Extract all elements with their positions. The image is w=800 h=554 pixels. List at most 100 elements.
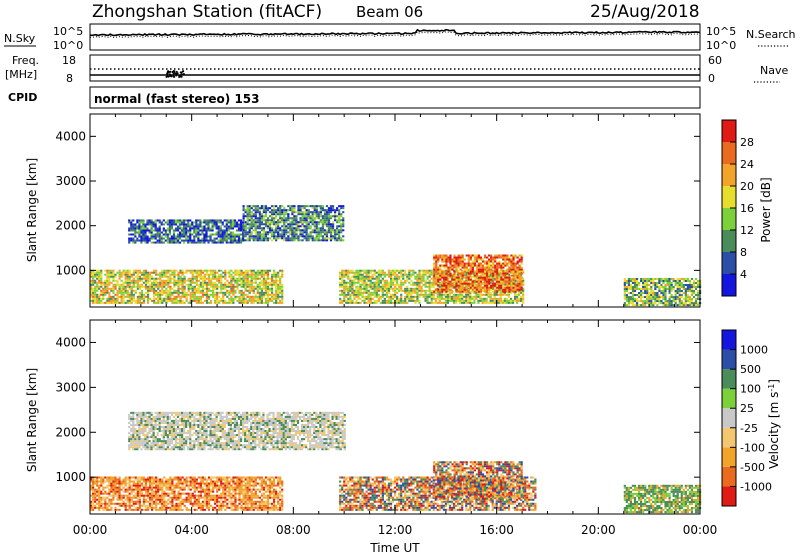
data-cell — [305, 237, 308, 240]
data-cell — [483, 260, 487, 263]
data-cell — [353, 289, 356, 292]
data-cell — [258, 211, 261, 214]
data-cell — [144, 273, 148, 276]
data-cell — [512, 278, 515, 281]
data-cell — [140, 221, 143, 224]
data-cell — [250, 215, 253, 218]
data-cell — [375, 301, 378, 304]
data-cell — [136, 225, 139, 228]
data-cell — [193, 285, 196, 288]
data-cell — [279, 213, 282, 216]
data-cell — [299, 205, 302, 208]
data-cell — [678, 292, 681, 295]
data-cell — [195, 227, 198, 230]
data-cell — [515, 297, 519, 300]
data-cell — [252, 215, 255, 218]
data-cell — [277, 221, 280, 224]
data-cell — [228, 281, 231, 284]
data-cell — [176, 239, 180, 242]
data-cell — [239, 221, 243, 224]
data-cell — [161, 281, 164, 284]
data-cell — [211, 221, 214, 224]
data-cell — [289, 225, 292, 228]
data-cell — [506, 254, 509, 257]
data-cell — [426, 301, 429, 304]
data-cell — [688, 298, 692, 301]
data-cell — [457, 262, 460, 265]
data-cell — [171, 299, 174, 302]
data-cell — [108, 301, 111, 304]
data-cell — [666, 283, 669, 287]
data-cell — [441, 258, 444, 261]
data-cell — [102, 291, 105, 294]
data-cell — [285, 233, 288, 236]
data-cell — [94, 275, 97, 278]
data-cell — [396, 291, 399, 294]
data-cell — [96, 299, 99, 302]
data-cell — [514, 254, 517, 257]
data-cell — [238, 291, 241, 294]
data-cell — [440, 297, 443, 300]
data-cell — [666, 300, 669, 303]
data-cell — [452, 283, 456, 286]
data-cell — [165, 269, 168, 272]
data-cell — [448, 269, 452, 272]
data-cell — [197, 295, 200, 298]
data-cell — [498, 278, 501, 281]
data-cell — [516, 282, 519, 285]
data-cell — [365, 271, 368, 274]
data-cell — [461, 297, 464, 300]
data-cell — [90, 279, 93, 282]
data-cell — [627, 298, 631, 301]
data-cell — [674, 279, 677, 282]
data-cell — [132, 293, 135, 296]
data-cell — [150, 221, 153, 224]
data-cell — [406, 273, 409, 276]
data-cell — [153, 285, 156, 288]
data-cell — [237, 219, 241, 222]
data-cell — [510, 258, 513, 261]
data-cell — [377, 283, 380, 286]
data-cell — [146, 293, 150, 296]
data-cell — [353, 273, 356, 276]
data-cell — [233, 233, 237, 236]
data-cell — [353, 297, 356, 300]
data-cell — [457, 284, 460, 287]
data-cell — [207, 287, 211, 290]
data-cell — [363, 269, 366, 272]
data-cell — [236, 299, 239, 302]
data-cell — [342, 207, 345, 210]
data-cell — [477, 291, 480, 294]
data-cell — [205, 223, 208, 226]
data-cell — [100, 480, 103, 483]
data-cell — [371, 297, 374, 300]
data-cell — [130, 295, 133, 298]
data-cell — [170, 223, 174, 226]
data-cell — [179, 301, 182, 304]
data-cell — [168, 237, 171, 240]
data-cell — [144, 295, 148, 298]
data-cell — [178, 223, 182, 226]
data-cell — [250, 233, 253, 236]
data-cell — [393, 283, 397, 286]
data-cell — [258, 239, 261, 242]
data-cell — [490, 284, 493, 287]
data-cell — [295, 229, 298, 232]
data-cell — [112, 283, 115, 286]
data-cell — [98, 488, 101, 491]
data-cell — [387, 285, 391, 288]
data-cell — [449, 268, 452, 271]
data-cell — [662, 304, 665, 307]
data-cell — [443, 278, 446, 281]
data-cell — [275, 209, 278, 212]
data-cell — [195, 235, 198, 238]
data-cell — [270, 295, 274, 298]
data-cell — [191, 289, 194, 292]
data-cell — [293, 233, 296, 236]
data-cell — [357, 281, 360, 284]
data-cell — [163, 275, 166, 278]
data-cell — [451, 280, 454, 283]
data-cell — [250, 219, 253, 222]
data-cell — [347, 297, 350, 300]
data-cell — [260, 217, 263, 220]
